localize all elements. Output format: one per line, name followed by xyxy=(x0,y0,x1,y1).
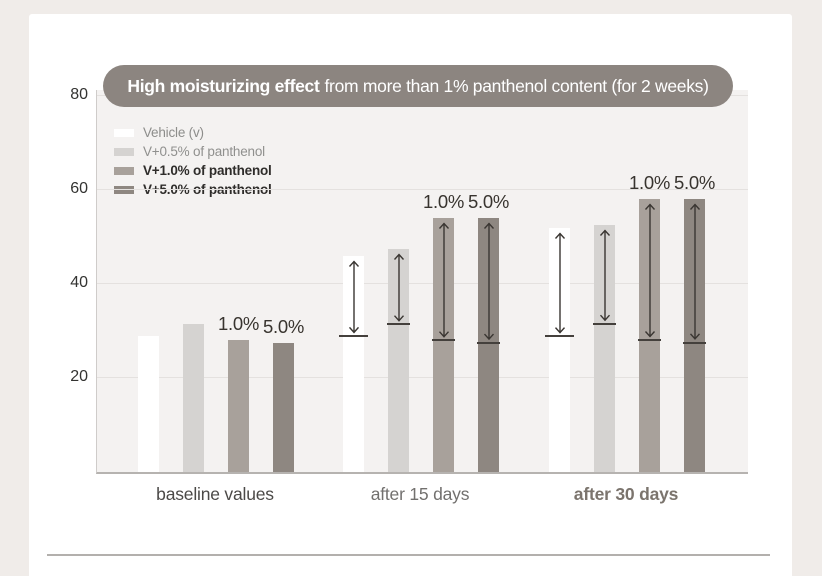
chart-title-highlight: High moisturizing effect xyxy=(127,75,320,96)
baseline-tick-mark xyxy=(593,322,616,325)
baseline-tick-mark xyxy=(339,334,368,337)
change-arrow-icon xyxy=(554,232,565,334)
x-axis-label-baseline: baseline values xyxy=(156,484,274,504)
legend-item: V+0.5% of panthenol xyxy=(114,142,272,161)
bar xyxy=(343,255,364,472)
x-axis-label-after-15-days: after 15 days xyxy=(370,484,470,504)
change-arrow-icon xyxy=(644,203,655,338)
baseline-tick-mark xyxy=(387,322,410,325)
bar-percent-label: 1.0% xyxy=(629,172,670,194)
baseline-tick-mark xyxy=(683,341,706,344)
plot-area: Vehicle (v) V+0.5% of panthenol V+1.0% of … xyxy=(96,90,748,474)
legend-label: Vehicle (v) xyxy=(143,125,204,140)
legend-label: V+1.0% of panthenol xyxy=(143,163,272,178)
legend-label: V+0.5% of panthenol xyxy=(143,144,265,159)
bar-percent-label: 5.0% xyxy=(468,191,509,213)
legend: Vehicle (v) V+0.5% of panthenol V+1.0% of … xyxy=(114,123,272,199)
bar-percent-label: 1.0% xyxy=(423,191,464,213)
bar xyxy=(549,227,570,472)
legend-item: V+1.0% of panthenol xyxy=(114,161,272,180)
bar xyxy=(273,342,294,472)
legend-item: Vehicle (v) xyxy=(114,123,272,142)
chart-title-rest: from more than 1% panthenol content (for… xyxy=(324,75,709,96)
y-axis-tick-label: 80 xyxy=(70,86,88,103)
bar-percent-label: 5.0% xyxy=(674,172,715,194)
bar xyxy=(228,340,249,472)
legend-swatch-icon xyxy=(114,128,134,137)
change-arrow-icon xyxy=(483,222,494,341)
baseline-tick-mark xyxy=(432,339,455,342)
bar xyxy=(138,335,159,472)
bar-percent-label: 1.0% xyxy=(218,313,259,335)
change-arrow-icon xyxy=(599,229,610,322)
chart-title-pill: High moisturizing effect from more than 1… xyxy=(103,65,733,107)
bar xyxy=(594,225,615,472)
change-arrow-icon xyxy=(348,260,359,334)
legend-swatch-icon xyxy=(114,166,134,175)
gridline-40 xyxy=(97,283,748,284)
chart-card: Vehicle (v) V+0.5% of panthenol V+1.0% of … xyxy=(29,14,792,576)
bar xyxy=(433,218,454,472)
y-axis-tick-label: 20 xyxy=(70,368,88,385)
footer-divider xyxy=(47,554,770,556)
bar xyxy=(388,248,409,472)
bar xyxy=(183,323,204,472)
gridline-60 xyxy=(97,189,748,190)
baseline-tick-mark xyxy=(638,339,661,342)
baseline-tick-mark xyxy=(545,334,574,337)
bar xyxy=(478,218,499,472)
change-arrow-icon xyxy=(438,222,449,338)
x-axis-label-after-30-days: after 30 days xyxy=(573,484,679,504)
change-arrow-icon xyxy=(393,253,404,322)
gridline-20 xyxy=(97,377,748,378)
bar-percent-label: 5.0% xyxy=(263,315,304,337)
change-arrow-icon xyxy=(689,203,700,341)
y-axis-tick-label: 60 xyxy=(70,180,88,197)
legend-swatch-icon xyxy=(114,147,134,156)
y-axis-tick-label: 40 xyxy=(70,274,88,291)
baseline-tick-mark xyxy=(477,341,500,344)
